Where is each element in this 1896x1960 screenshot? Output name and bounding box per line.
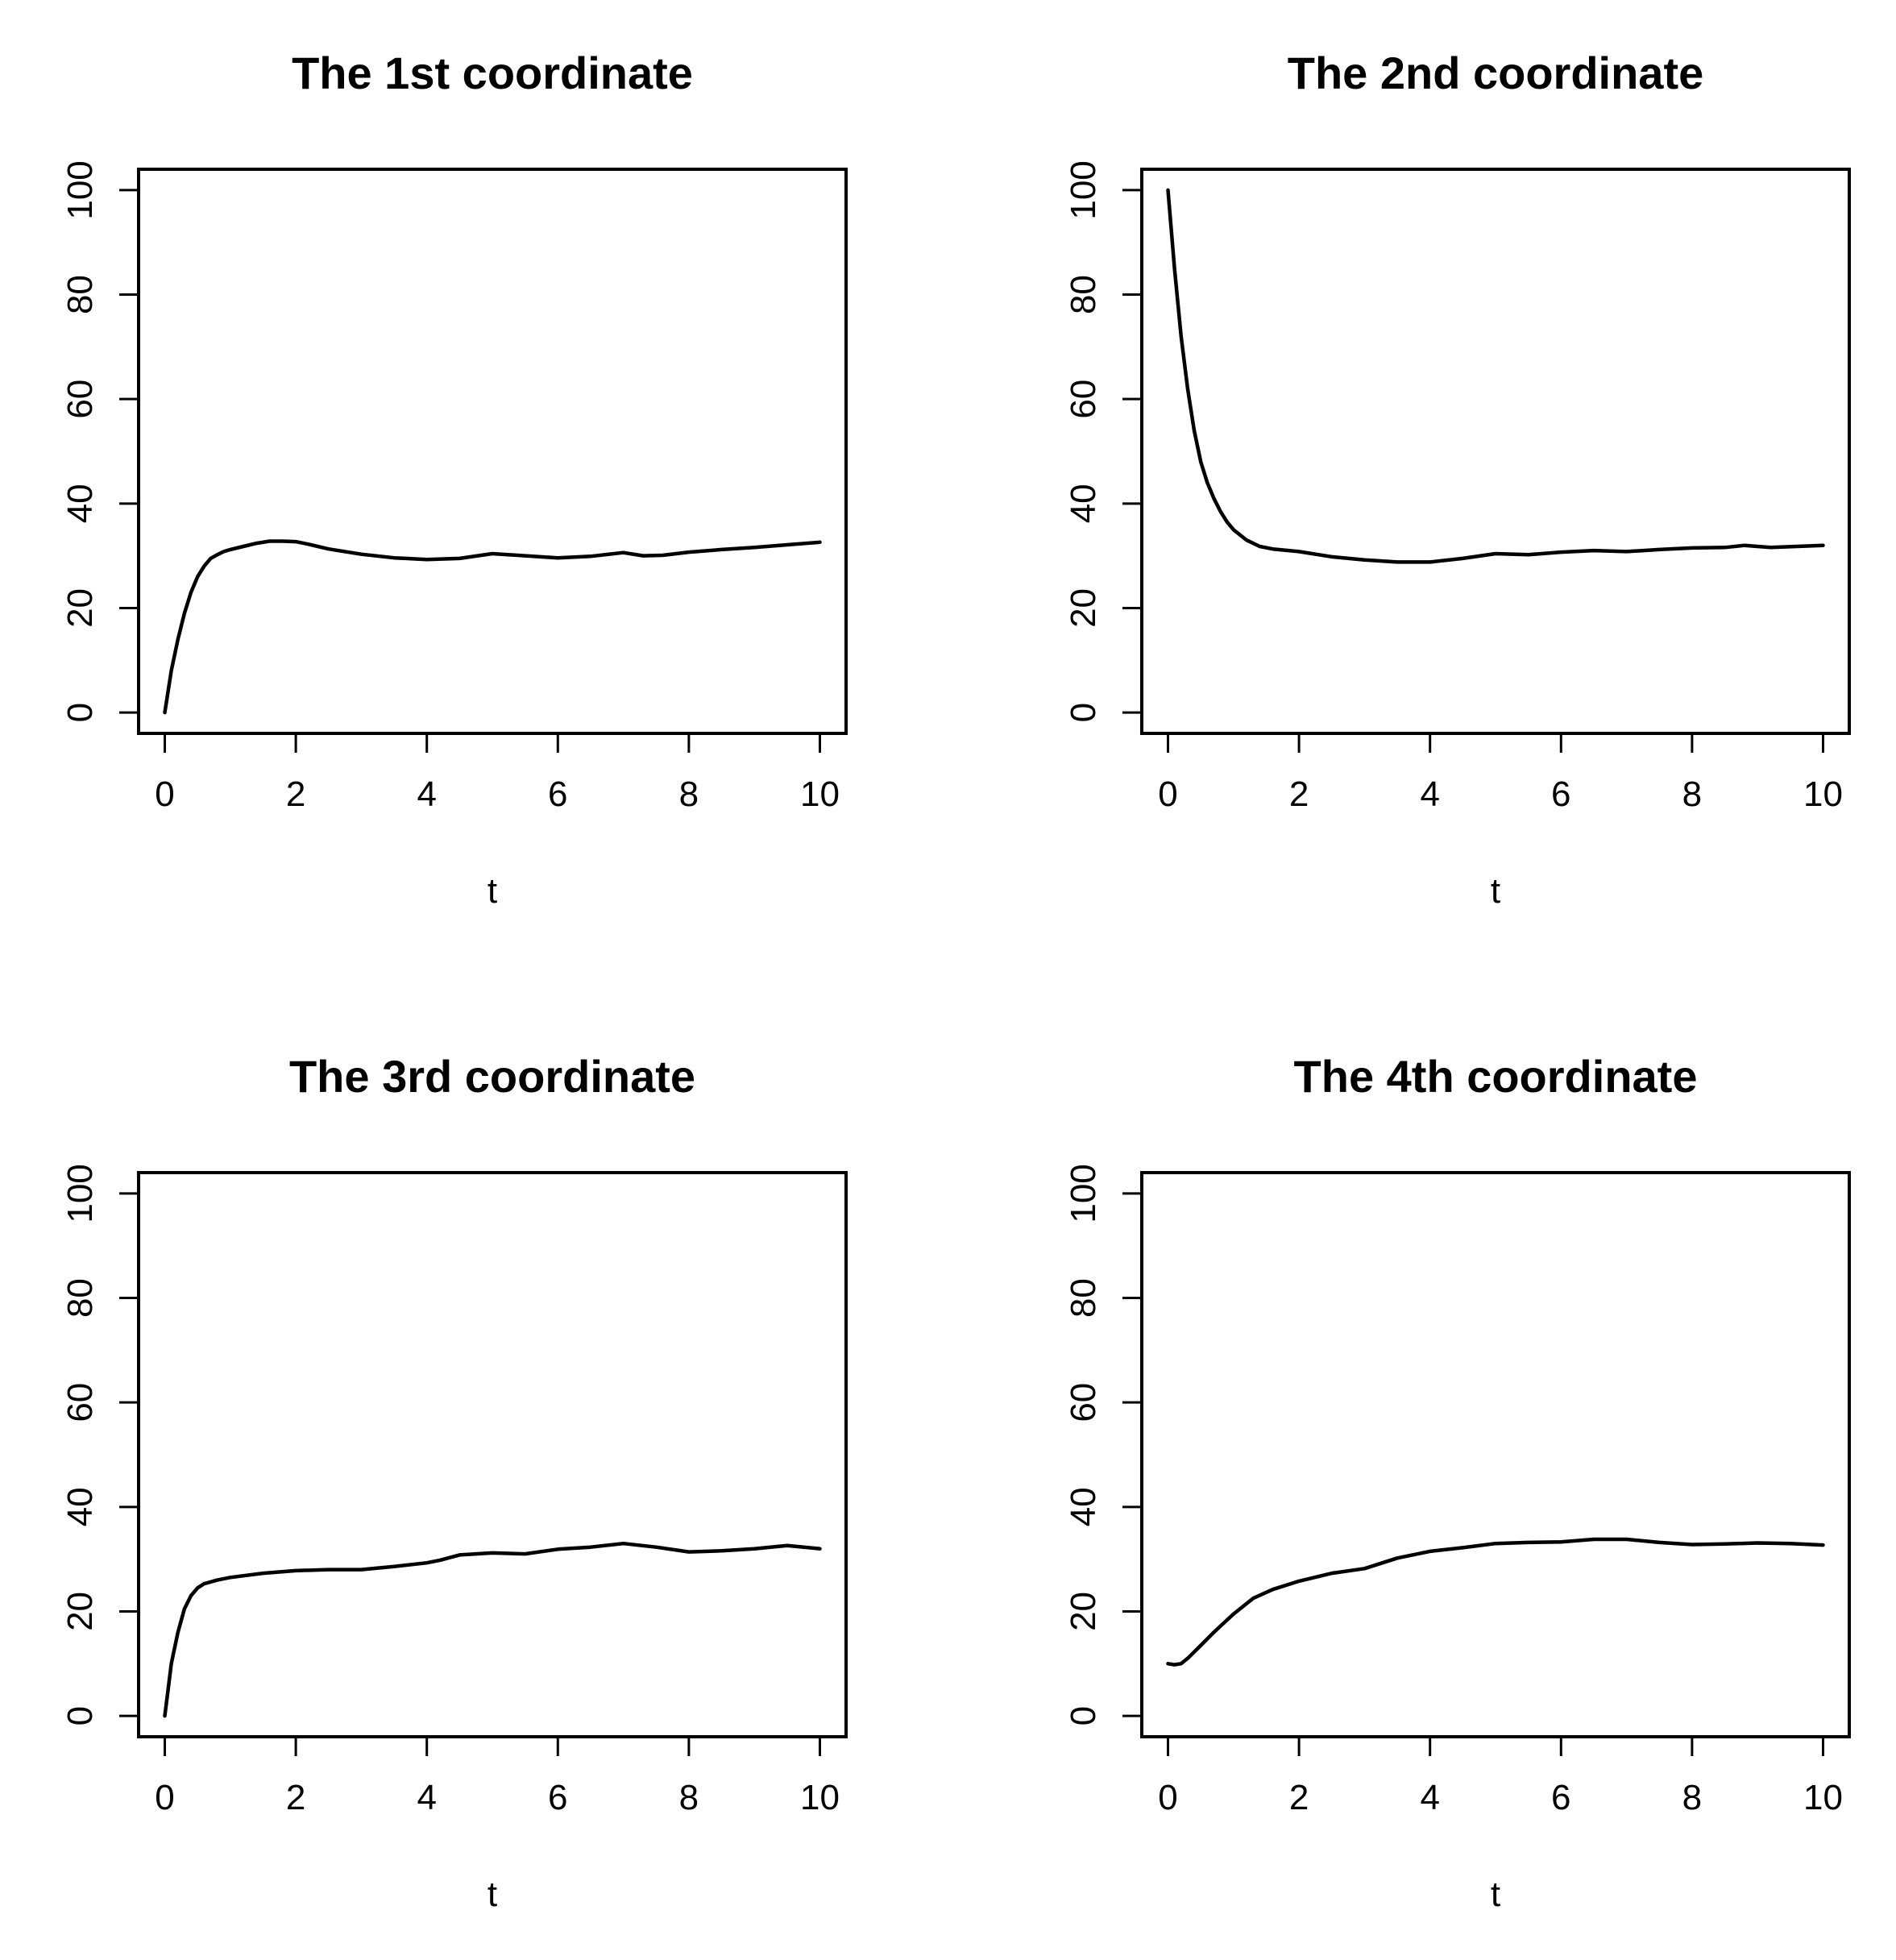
panel-4th-coordinate: The 4th coordinate 0 2 4 6 8 10 t 0 20 40 60 80 100 [1064,1051,1851,1914]
y-tick-label: 20 [60,1592,100,1631]
x-tick-label: 2 [286,1778,305,1817]
x-tick-label: 0 [1158,774,1177,814]
chart-title: The 2nd coordinate [1288,48,1704,98]
panel-1st-coordinate: The 1st coordinate 0 2 4 6 8 10 t 0 20 40 60 80 100 [60,48,848,911]
y-tick-label: 40 [60,484,100,523]
plot-frame [1140,1171,1851,1738]
plot-frame [1140,168,1851,735]
x-tick-label: 10 [800,774,840,814]
x-tick-label: 10 [1803,774,1843,814]
y-tick-label: 80 [1064,275,1103,314]
y-tick-label: 60 [60,380,100,419]
x-tick-label: 6 [1551,774,1570,814]
x-tick-label: 4 [1420,774,1439,814]
y-tick-label: 100 [1064,160,1103,219]
panel-3rd-coordinate: The 3rd coordinate 0 2 4 6 8 10 t 0 20 40 60 80 100 [60,1051,848,1914]
x-tick-label: 0 [155,774,174,814]
x-axis-label: t [1491,1875,1500,1914]
y-tick-label: 20 [60,588,100,628]
y-tick-label: 100 [60,160,100,219]
y-tick-label: 100 [1064,1164,1103,1223]
x-tick-label: 6 [548,1778,567,1817]
x-axis-label: t [487,1875,497,1914]
y-tick-label: 0 [60,703,100,722]
x-tick-label: 4 [417,774,436,814]
x-tick-label: 8 [1682,1778,1702,1817]
series-line [163,1541,822,1718]
y-tick-label: 80 [60,275,100,314]
y-tick-label: 40 [60,1487,100,1526]
chart-title: The 3rd coordinate [289,1051,695,1102]
chart-title: The 1st coordinate [292,48,693,98]
y-tick-label: 40 [1064,1487,1103,1526]
panel-2nd-coordinate: The 2nd coordinate 0 2 4 6 8 10 t 0 20 40 60 80 100 [1064,48,1851,911]
series-line [163,539,822,715]
series-line [1166,188,1825,564]
y-tick-label: 0 [60,1706,100,1725]
x-tick-label: 8 [679,1778,699,1817]
x-tick-label: 10 [1803,1778,1843,1817]
y-tick-label: 80 [1064,1278,1103,1318]
y-tick-label: 60 [1064,380,1103,419]
y-tick-label: 80 [60,1278,100,1318]
y-tick-label: 60 [1064,1383,1103,1422]
y-tick-label: 20 [1064,588,1103,628]
x-tick-label: 2 [1289,1778,1309,1817]
x-tick-label: 10 [800,1778,840,1817]
x-tick-label: 2 [1289,774,1309,814]
x-tick-label: 2 [286,774,305,814]
x-tick-label: 4 [417,1778,436,1817]
y-tick-label: 20 [1064,1592,1103,1631]
chart-title: The 4th coordinate [1294,1051,1698,1102]
plot-frame [137,168,848,735]
y-tick-label: 100 [60,1164,100,1223]
x-tick-label: 8 [1682,774,1702,814]
x-tick-label: 0 [1158,1778,1177,1817]
x-axis-label: t [1491,871,1500,911]
x-tick-label: 4 [1420,1778,1439,1817]
x-axis-label: t [487,871,497,911]
x-tick-label: 6 [548,774,567,814]
y-tick-label: 60 [60,1383,100,1422]
series-line [1166,1537,1825,1667]
plot-frame [137,1171,848,1738]
y-tick-label: 0 [1064,1706,1103,1725]
x-tick-label: 8 [679,774,699,814]
x-tick-label: 6 [1551,1778,1570,1817]
y-tick-label: 0 [1064,703,1103,722]
y-tick-label: 40 [1064,484,1103,523]
x-tick-label: 0 [155,1778,174,1817]
